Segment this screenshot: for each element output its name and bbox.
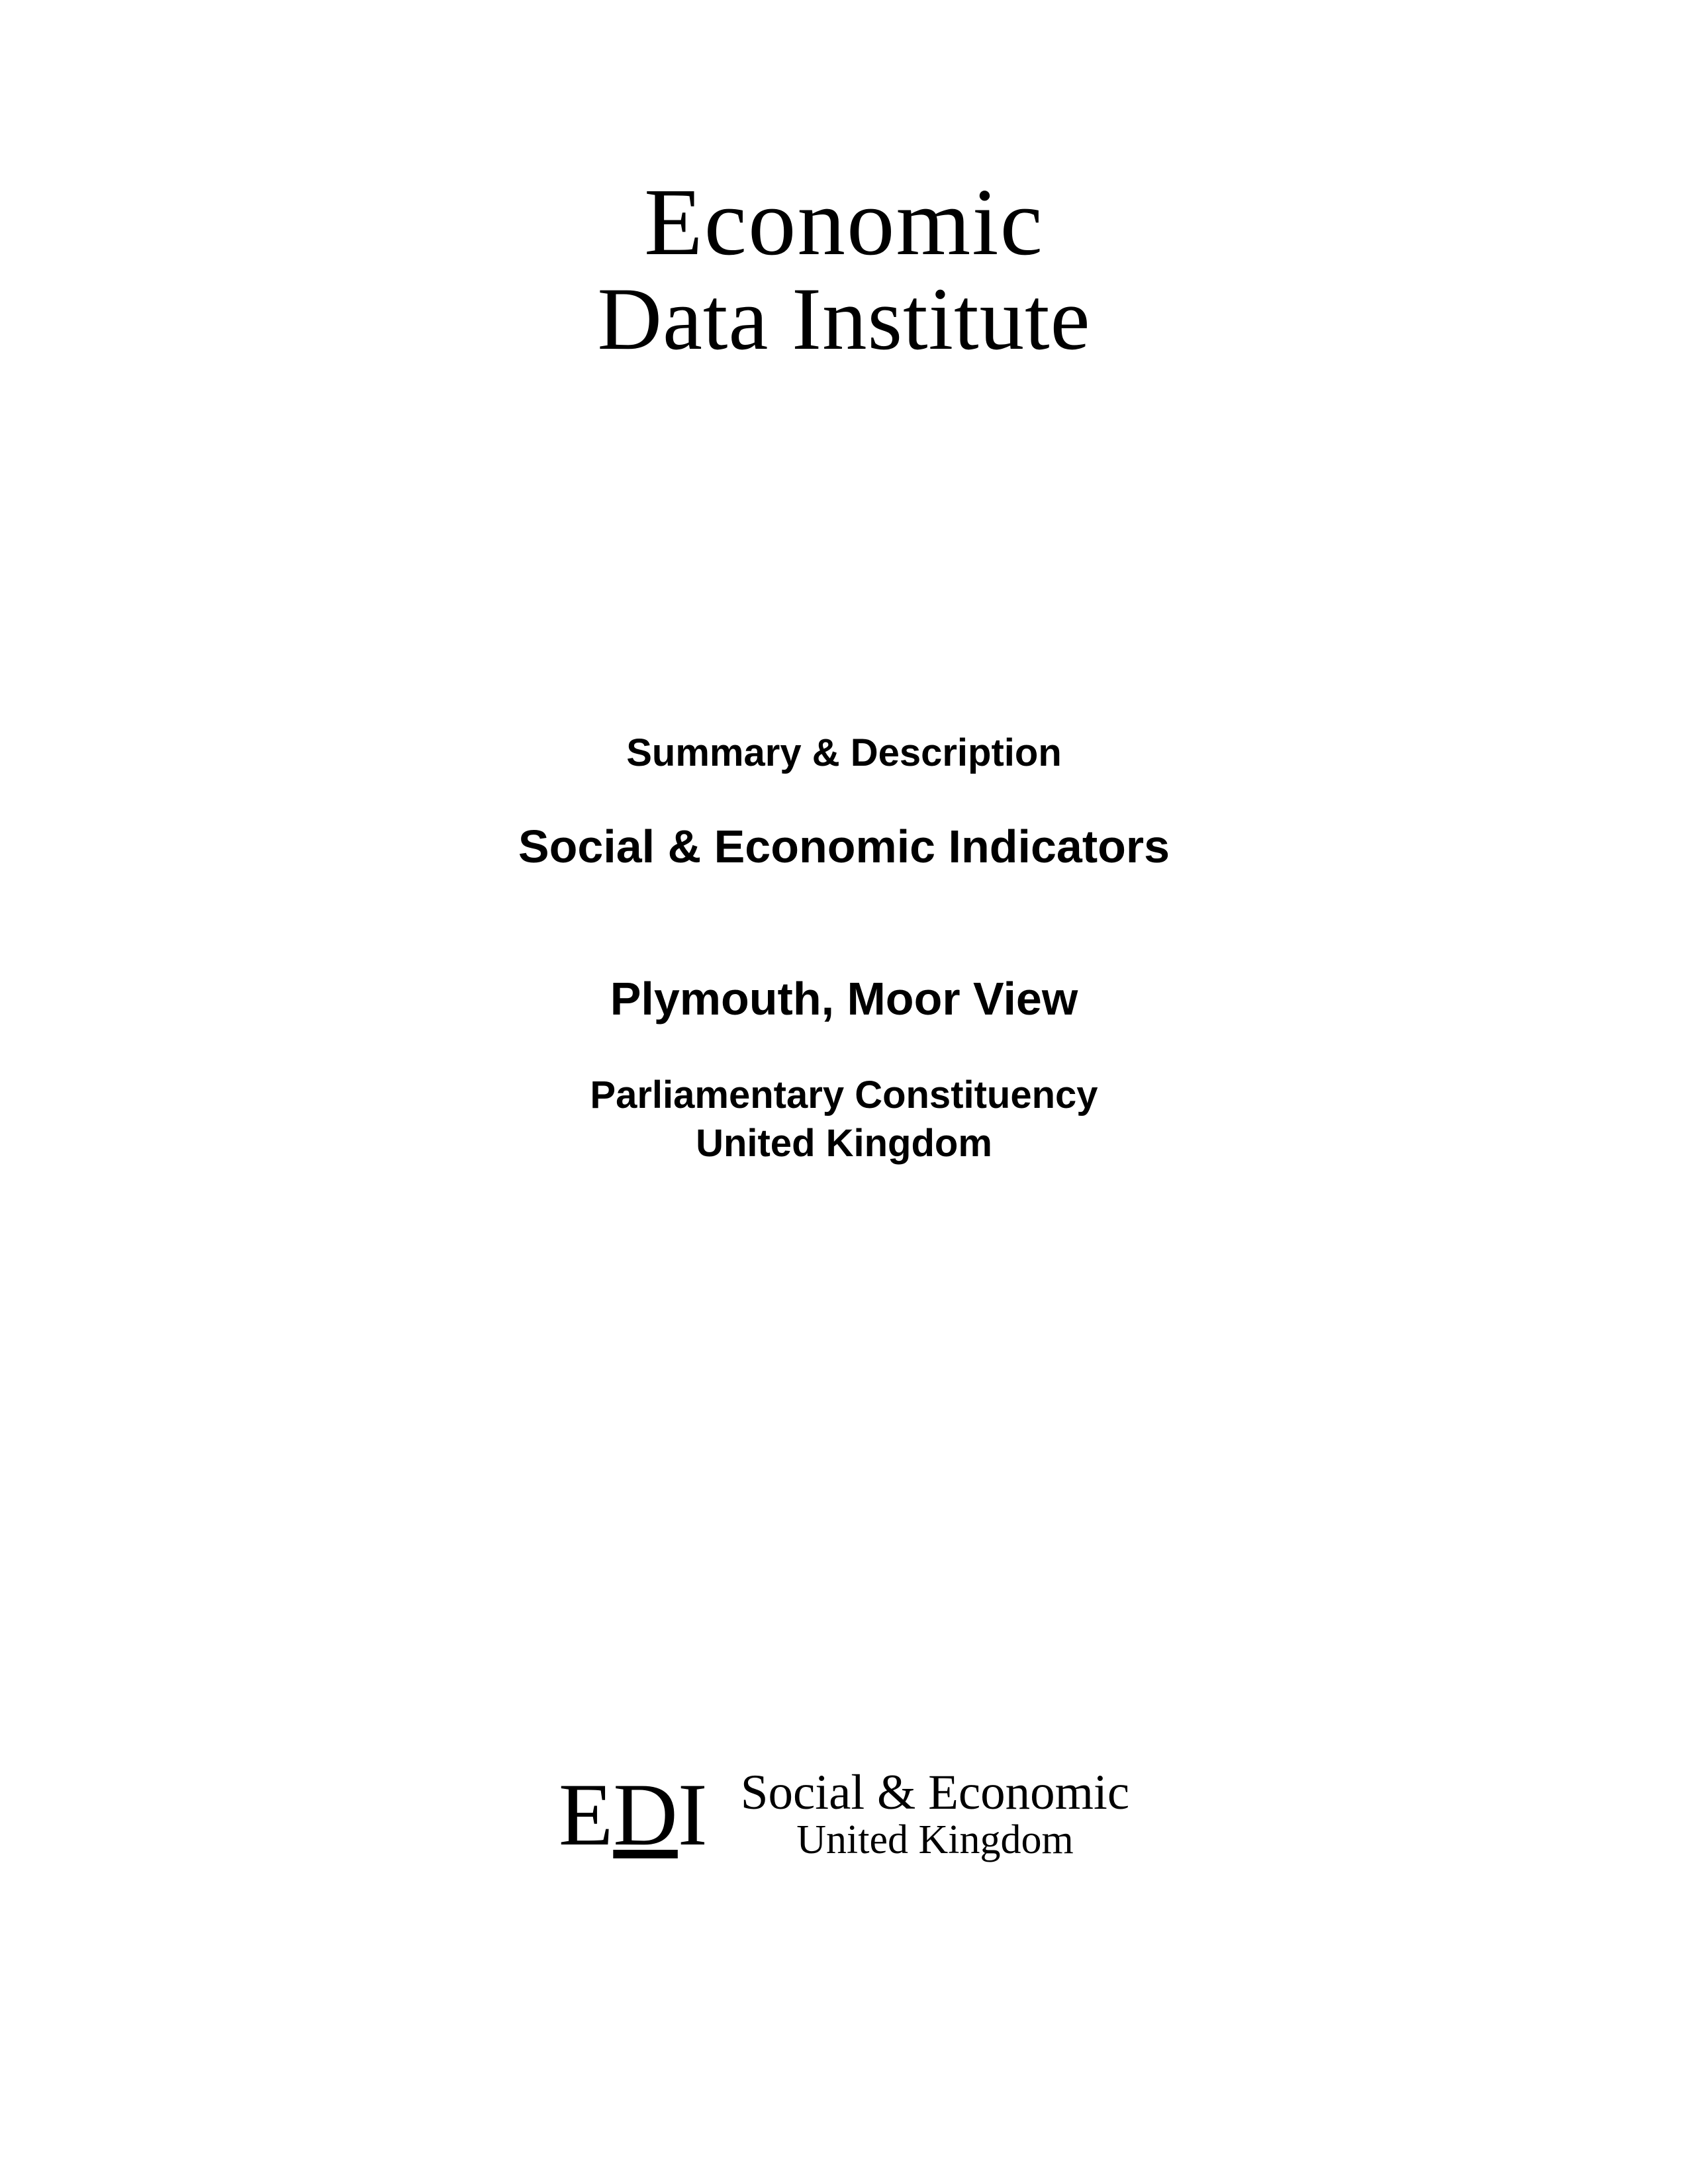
summary-description-label: Summary & Description: [518, 731, 1170, 775]
footer-edi-i: I: [678, 1764, 708, 1866]
content-block: Summary & Description Social & Economic …: [518, 731, 1170, 1167]
header-logo-line1: Economic: [597, 172, 1090, 273]
header-logo-line2: Data Institute: [597, 273, 1090, 367]
footer-text: Social & Economic United Kingdom: [741, 1768, 1129, 1862]
document-title: Social & Economic Indicators: [518, 820, 1170, 873]
footer-text-line2: United Kingdom: [741, 1817, 1129, 1862]
location-name: Plymouth, Moor View: [518, 972, 1170, 1025]
header-logo: Economic Data Institute: [597, 172, 1090, 367]
footer-text-line1: Social & Economic: [741, 1768, 1129, 1817]
footer-edi-e: E: [559, 1764, 613, 1866]
constituency-line2: United Kingdom: [518, 1120, 1170, 1168]
constituency-line1: Parliamentary Constituency: [518, 1071, 1170, 1120]
footer-edi-d: D: [613, 1764, 678, 1866]
footer-edi-mark: EDI: [559, 1764, 708, 1866]
footer-logo: EDI Social & Economic United Kingdom: [559, 1764, 1129, 1866]
document-page: Economic Data Institute Summary & Descri…: [0, 0, 1688, 2184]
constituency-label: Parliamentary Constituency United Kingdo…: [518, 1071, 1170, 1167]
